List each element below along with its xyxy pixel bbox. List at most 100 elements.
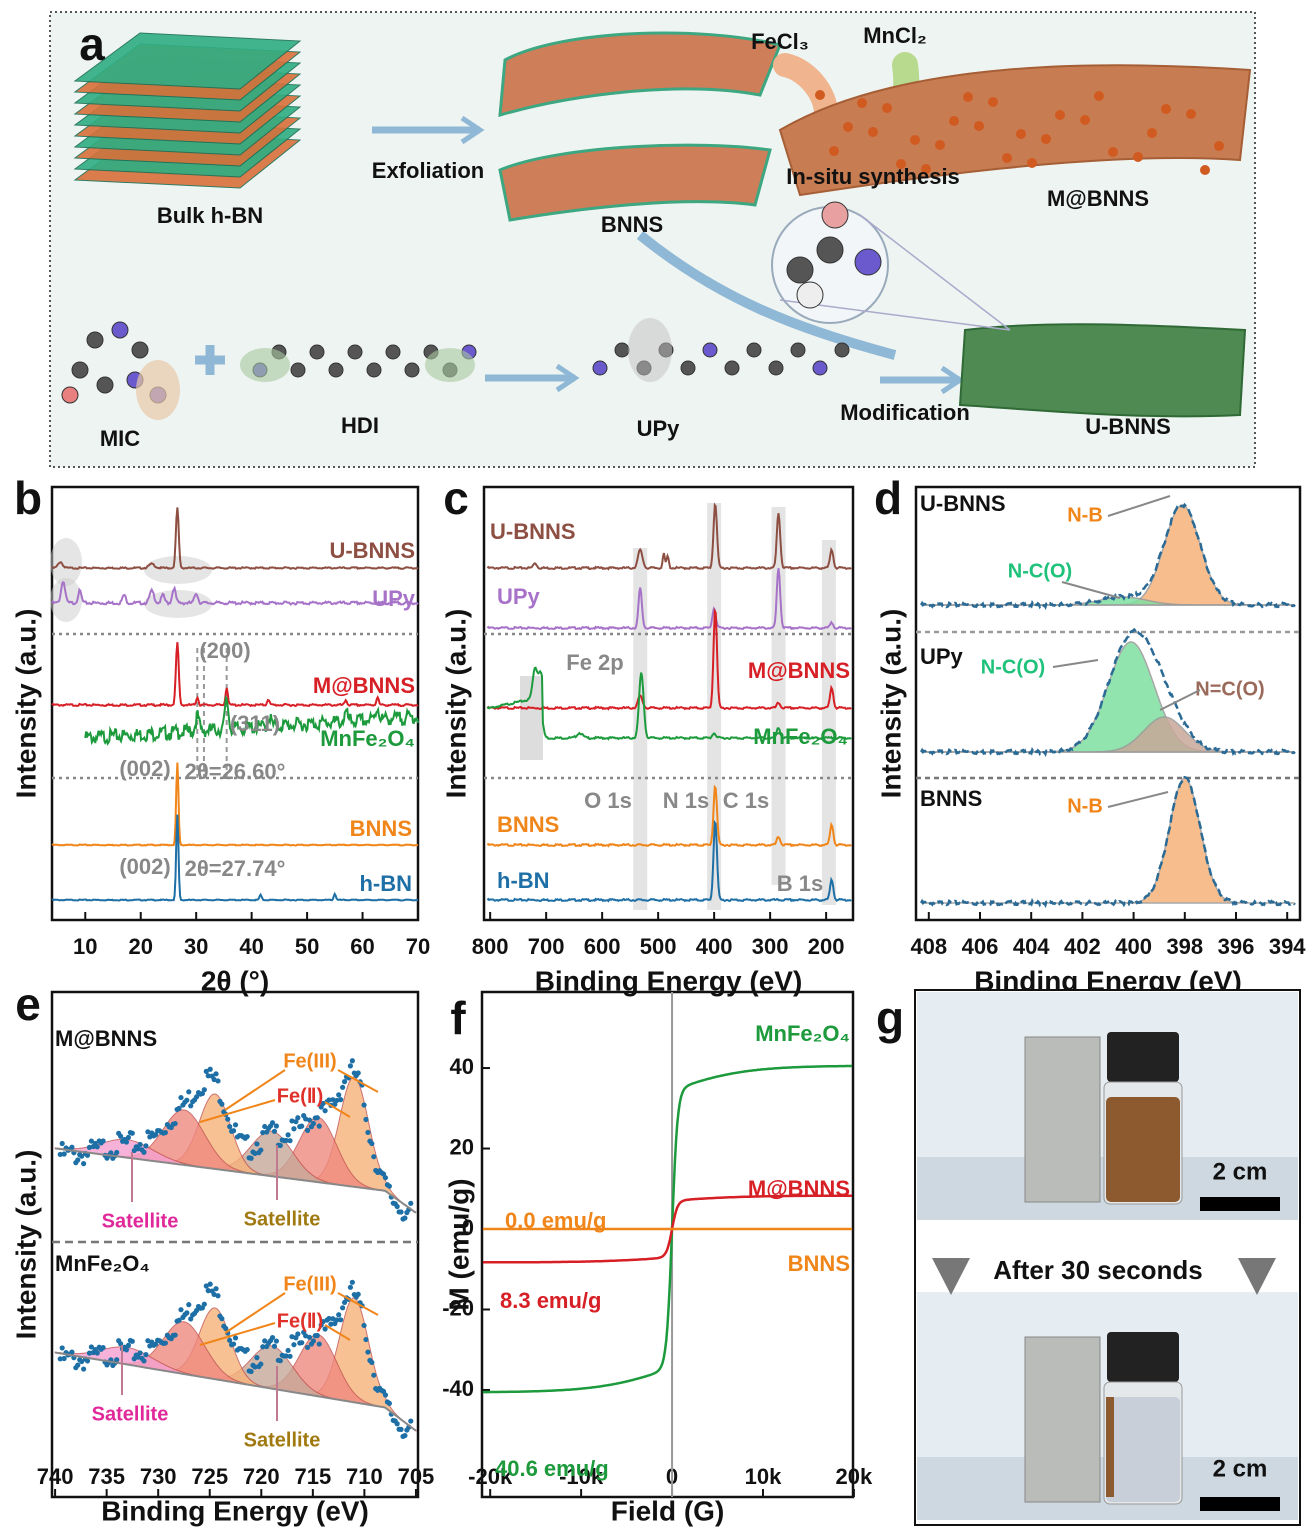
envelope — [921, 505, 1295, 607]
annotation: B 1s — [777, 871, 823, 896]
data-point — [295, 1115, 300, 1120]
magnet — [1025, 1337, 1100, 1502]
data-point — [402, 1433, 407, 1438]
series-label: BNNS — [497, 812, 559, 837]
atom — [405, 363, 419, 377]
data-point — [114, 1150, 119, 1155]
data-point — [75, 1157, 80, 1162]
data-point — [299, 1340, 304, 1345]
data-point — [402, 1215, 407, 1220]
data-point — [369, 1360, 374, 1365]
y-axis-label: Intensity (a.u.) — [10, 609, 41, 799]
data-point — [124, 1139, 129, 1144]
panel-letter: f — [450, 992, 466, 1044]
data-point — [387, 1401, 392, 1406]
x-axis-label: Binding Energy (eV) — [101, 1495, 369, 1526]
data-point — [184, 1310, 189, 1315]
data-point — [202, 1302, 207, 1307]
data-point — [254, 1141, 259, 1146]
annotation: Satellite — [92, 1403, 169, 1425]
y-tick-label: -40 — [442, 1376, 474, 1401]
data-point — [245, 1134, 250, 1139]
data-point — [361, 1102, 366, 1107]
annotation: N-C(O) — [1008, 560, 1072, 582]
particle — [1080, 115, 1090, 125]
y-tick-label: 0 — [462, 1215, 474, 1240]
annotation: N=C(O) — [1195, 678, 1264, 700]
particle — [1016, 129, 1026, 139]
particle — [1108, 147, 1118, 157]
particle — [829, 146, 839, 156]
atom — [329, 363, 343, 377]
annotation: N-B — [1067, 504, 1103, 526]
panel-letter: g — [876, 992, 904, 1044]
series-label: h-BN — [497, 868, 550, 893]
data-point — [215, 1078, 220, 1083]
x-tick-label: 500 — [640, 934, 677, 959]
particle — [1055, 110, 1065, 120]
x-tick-label: 50 — [295, 934, 319, 959]
data-point — [285, 1132, 290, 1137]
series-label: MnFe₂O₄ — [755, 1021, 850, 1046]
schematic-label: In-situ synthesis — [786, 164, 960, 189]
data-point — [143, 1143, 148, 1148]
data-point — [317, 1124, 322, 1129]
x-tick-label: 40 — [239, 934, 263, 959]
x-tick-label: 10k — [745, 1464, 782, 1489]
x-tick-label: 398 — [1166, 934, 1203, 959]
data-point — [272, 1344, 277, 1349]
data-point — [143, 1352, 148, 1357]
data-point — [387, 1184, 392, 1189]
data-point — [315, 1333, 320, 1338]
data-point — [285, 1348, 290, 1353]
data-point — [340, 1305, 345, 1310]
schematic-label: HDI — [341, 413, 379, 438]
series-label: UPy — [497, 584, 541, 609]
data-point — [278, 1358, 283, 1363]
particle — [1186, 109, 1196, 119]
x-tick-label: 20k — [836, 1464, 873, 1489]
data-point — [213, 1286, 218, 1291]
value-label: 0.0 emu/g — [505, 1208, 606, 1233]
atom — [62, 387, 78, 403]
x-tick-label: 800 — [472, 934, 509, 959]
section-label: M@BNNS — [55, 1026, 157, 1051]
x-tick-label: 404 — [1013, 934, 1050, 959]
data-point — [81, 1161, 86, 1166]
x-tick-label: 60 — [350, 934, 374, 959]
data-point — [69, 1145, 74, 1150]
atom — [835, 343, 849, 357]
annotation: (200) — [199, 638, 250, 663]
data-point — [348, 1285, 353, 1290]
annotation: N-C(O) — [981, 656, 1045, 678]
caption: After 30 seconds — [993, 1255, 1203, 1285]
data-point — [126, 1343, 131, 1348]
data-point — [141, 1358, 146, 1363]
ubnns-slab — [960, 324, 1245, 416]
data-point — [338, 1097, 343, 1102]
schematic-label: U-BNNS — [1085, 414, 1171, 439]
x-tick-label: 735 — [88, 1464, 125, 1489]
vial-cap — [1107, 1332, 1179, 1382]
data-point — [100, 1345, 105, 1350]
x-tick-label: 408 — [910, 934, 947, 959]
data-point — [186, 1302, 191, 1307]
y-tick-label: -20 — [442, 1295, 474, 1320]
series-label: M@BNNS — [748, 1176, 850, 1201]
x-tick-label: 30 — [184, 934, 208, 959]
x-tick-label: 710 — [346, 1464, 383, 1489]
annotation: Fe(III) — [283, 1050, 336, 1072]
panel-letter: b — [14, 472, 42, 524]
data-point — [356, 1070, 361, 1075]
data-point — [287, 1138, 292, 1143]
scale-bar — [1200, 1197, 1280, 1211]
data-point — [219, 1316, 224, 1321]
data-point — [215, 1293, 220, 1298]
data-point — [361, 1323, 366, 1328]
annotation: C 1s — [723, 788, 769, 813]
particle — [1200, 165, 1210, 175]
data-point — [208, 1282, 213, 1287]
atom — [855, 249, 881, 275]
section-label: MnFe₂O₄ — [55, 1251, 150, 1276]
data-point — [408, 1418, 413, 1423]
